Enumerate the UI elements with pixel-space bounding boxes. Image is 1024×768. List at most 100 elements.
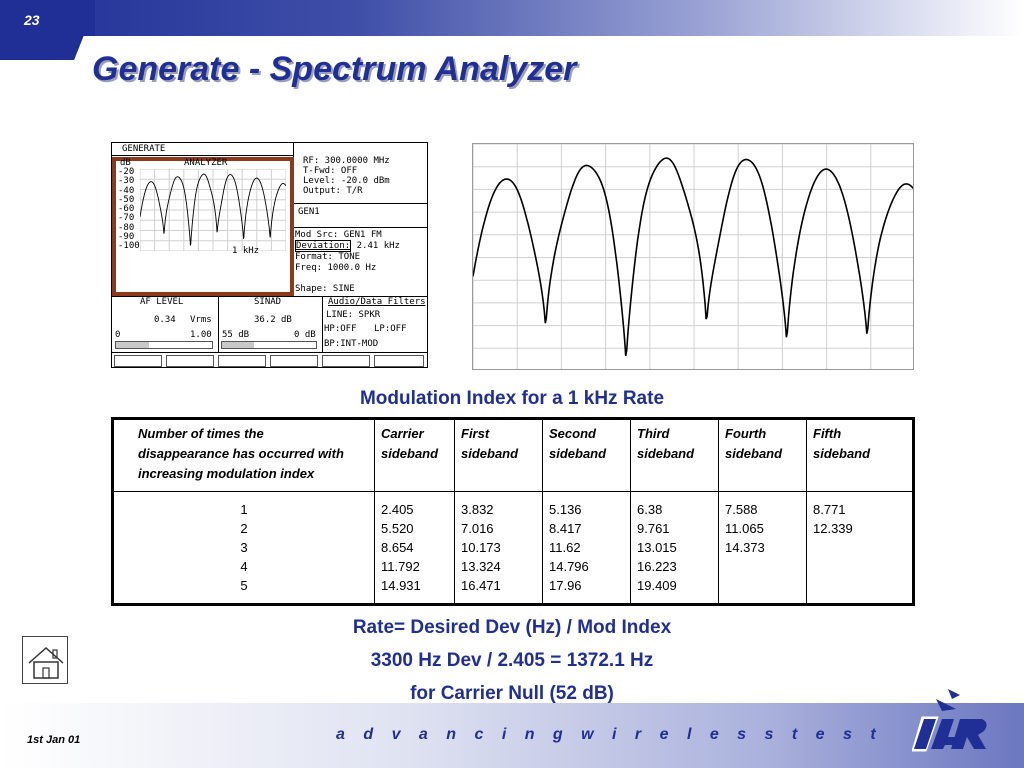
analyzer-span: 1 kHz [232, 246, 260, 256]
mod-setting: Format: TONE [295, 252, 400, 263]
table-value: 17.96 [549, 578, 582, 593]
table-cell: 5.136 8.417 11.62 14.796 17.96 [542, 491, 631, 605]
slide-number-tab [0, 0, 95, 60]
header-line: Second [549, 426, 596, 441]
rf-setting: RF: 300.0000 MHz [303, 156, 390, 166]
table-row: 1 2 3 4 5 2.405 5.520 8.654 11.792 14.931 3.832 7… [112, 491, 914, 605]
table-cell: 2.405 5.520 8.654 11.792 14.931 [374, 491, 455, 605]
af-level-title: AF LEVEL [140, 297, 184, 307]
filter-line: LINE: SPKR [326, 310, 381, 320]
table-value: 2 [240, 521, 248, 536]
af-level-max: 1.00 [190, 330, 212, 340]
home-button[interactable] [22, 636, 68, 684]
analyzer-scale: -20 -30 -40 -50 -60 -70 -80 -90 -100 [118, 167, 140, 252]
header-band [0, 0, 1024, 36]
mod-setting: Shape: SINE [295, 284, 400, 295]
table-value: 11.792 [381, 559, 420, 574]
header-line: sideband [813, 446, 871, 461]
scale-tick: -30 [118, 176, 135, 187]
scale-tick: -60 [118, 204, 135, 215]
filter-hp: HP:OFF [324, 324, 357, 334]
modulation-index-table: Number of times the disappearance has occ… [111, 417, 915, 606]
footer-band [0, 703, 1024, 768]
header-line: Number of times the [138, 426, 264, 441]
table-cell: 6.38 9.761 13.015 16.223 19.409 [630, 491, 719, 605]
header-line: sideband [637, 446, 695, 461]
table-value: 11.62 [549, 540, 581, 555]
header-line: Fifth [813, 426, 842, 441]
softkey-4[interactable] [270, 355, 318, 367]
header-cell: First sideband [454, 418, 543, 492]
mod-setting-value: TONE [332, 252, 361, 262]
header-line: sideband [549, 446, 607, 461]
filter-lp: LP:OFF [374, 324, 407, 334]
scale-tick: -90 [118, 232, 135, 243]
softkey-2[interactable] [166, 355, 214, 367]
table-value: 16.223 [637, 559, 677, 574]
formula-line-1: Rate= Desired Dev (Hz) / Mod Index [352, 617, 672, 638]
softkey-5[interactable] [322, 355, 370, 367]
header-line: First [461, 426, 490, 441]
ifr-logo [912, 689, 987, 752]
mod-setting-value: 2.41 kHz [351, 241, 400, 251]
mod-setting-label: Format: [295, 252, 333, 262]
header-line: sideband [381, 446, 439, 461]
spectrum-line [473, 157, 913, 356]
spectrum-line [140, 173, 286, 246]
table-cell: 3.832 7.016 10.173 13.324 16.471 [454, 491, 543, 605]
af-level-value: 0.34 [154, 315, 176, 325]
analyzer-mini-trace [140, 169, 286, 251]
table-value: 13.324 [461, 559, 501, 574]
mode-label: GENERATE [122, 144, 166, 154]
scale-tick: -20 [118, 167, 135, 177]
analyzer-unit: dB [120, 158, 131, 168]
gen-label: GEN1 [298, 207, 320, 217]
softkey-3[interactable] [218, 355, 266, 367]
home-icon [28, 646, 64, 679]
table-value: 14.931 [381, 578, 421, 593]
mod-setting-label: Deviation: [295, 240, 352, 252]
table-caption: Modulation Index for a 1 kHz Rate [359, 388, 665, 409]
mod-setting-label: Freq: [295, 263, 323, 273]
table-cell: 7.588 11.065 14.373 [718, 491, 807, 605]
analyzer-label: ANALYZER [184, 158, 228, 168]
instrument-screen: GENERATE dB ANALYZER -20 -30 -40 -50 -60 -70-… [111, 142, 428, 368]
softkey-6[interactable] [374, 355, 424, 367]
header-line: sideband [461, 446, 519, 461]
table-value: 8.654 [381, 540, 414, 555]
table-value: 1 [240, 502, 248, 517]
table-value: 4 [240, 559, 248, 574]
header-line: disappearance has occurred with [138, 446, 344, 461]
filters-title: Audio/Data Filters [328, 297, 426, 307]
table-value: 7.588 [725, 502, 758, 517]
rf-setting: T-Fwd: OFF [303, 166, 358, 176]
softkey-1[interactable] [114, 355, 162, 367]
header-cell: Fourth sideband [718, 418, 807, 492]
table-header-row: Number of times the disappearance has occ… [112, 418, 914, 492]
af-level-unit: Vrms [190, 315, 212, 325]
header-cell: Number of times the disappearance has occ… [112, 418, 375, 492]
header-cell: Third sideband [630, 418, 719, 492]
mod-setting-value: 1000.0 Hz [322, 263, 377, 273]
mod-setting-value: GEN1 FM [338, 230, 382, 240]
scale-tick: -70 [118, 213, 135, 224]
rf-settings: RF: 300.0000 MHz T-Fwd: OFF Level: -20.0 d… [303, 156, 390, 196]
scale-tick: -50 [118, 194, 135, 205]
mod-setting: Freq: 1000.0 Hz [295, 263, 400, 274]
sinad-min: 55 dB [222, 330, 250, 340]
af-level-bar [115, 341, 213, 349]
table-value: 5.520 [381, 521, 414, 536]
table-value: 7.016 [461, 521, 494, 536]
header-line: increasing modulation index [138, 466, 315, 481]
table-value: 9.761 [637, 521, 670, 536]
table-value: 8.417 [549, 521, 582, 536]
slide-number: 23 [24, 12, 40, 28]
scale-tick: -40 [118, 185, 135, 196]
table-value: 6.38 [637, 502, 663, 517]
header-cell: Carrier sideband [374, 418, 455, 492]
table-value: 2.405 [381, 502, 414, 517]
table-value: 3 [240, 540, 248, 555]
header-line: Third [637, 426, 670, 441]
slide-date: 1st Jan 01 [27, 734, 81, 746]
sinad-value: 36.2 [254, 315, 276, 325]
